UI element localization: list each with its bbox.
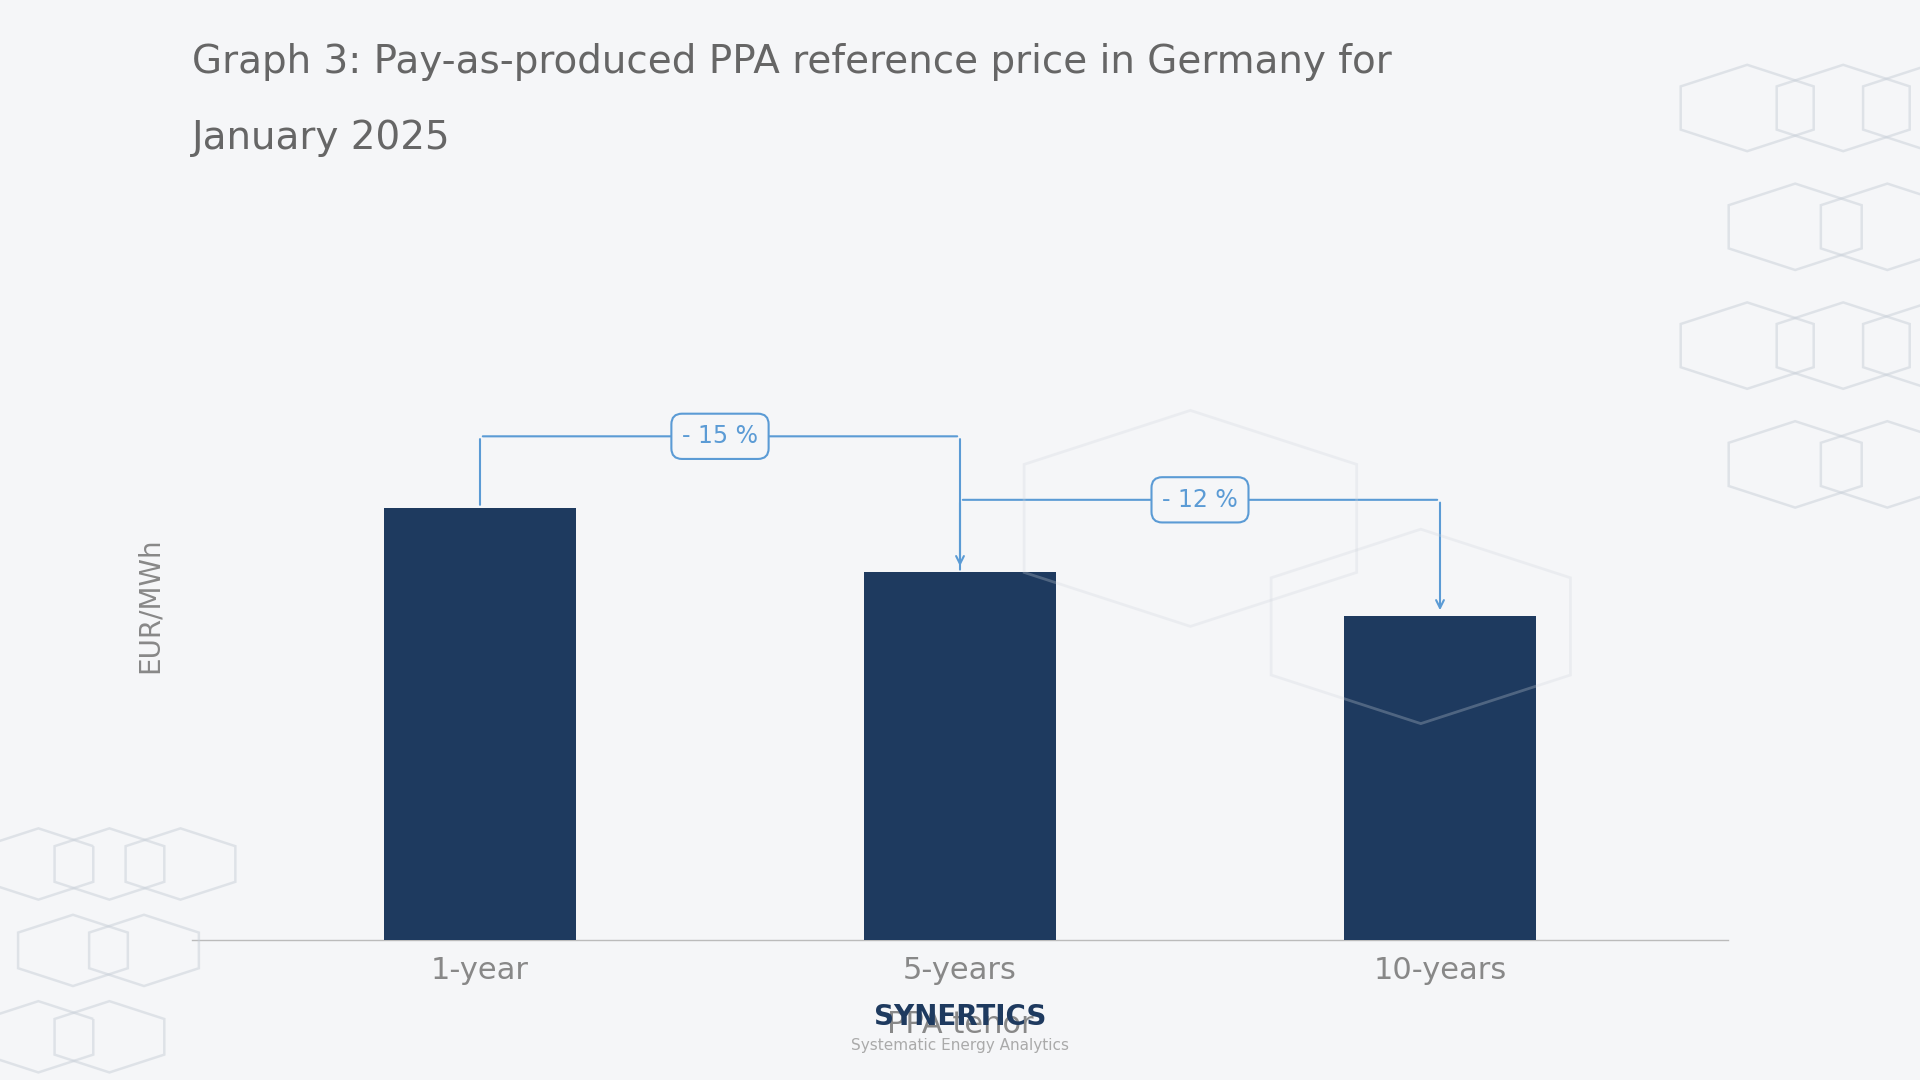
Text: January 2025: January 2025 (192, 119, 451, 157)
Bar (384, 508, 576, 940)
Text: Graph 3: Pay-as-produced PPA reference price in Germany for: Graph 3: Pay-as-produced PPA reference p… (192, 43, 1392, 81)
Text: - 15 %: - 15 % (682, 424, 758, 448)
Bar (1344, 617, 1536, 940)
X-axis label: PPA tenor: PPA tenor (887, 1010, 1033, 1039)
Text: Systematic Energy Analytics: Systematic Energy Analytics (851, 1038, 1069, 1053)
Text: - 12 %: - 12 % (1162, 488, 1238, 512)
Bar (864, 572, 1056, 940)
Text: SYNERTICS: SYNERTICS (874, 1003, 1046, 1031)
Y-axis label: EUR/MWh: EUR/MWh (136, 537, 165, 673)
